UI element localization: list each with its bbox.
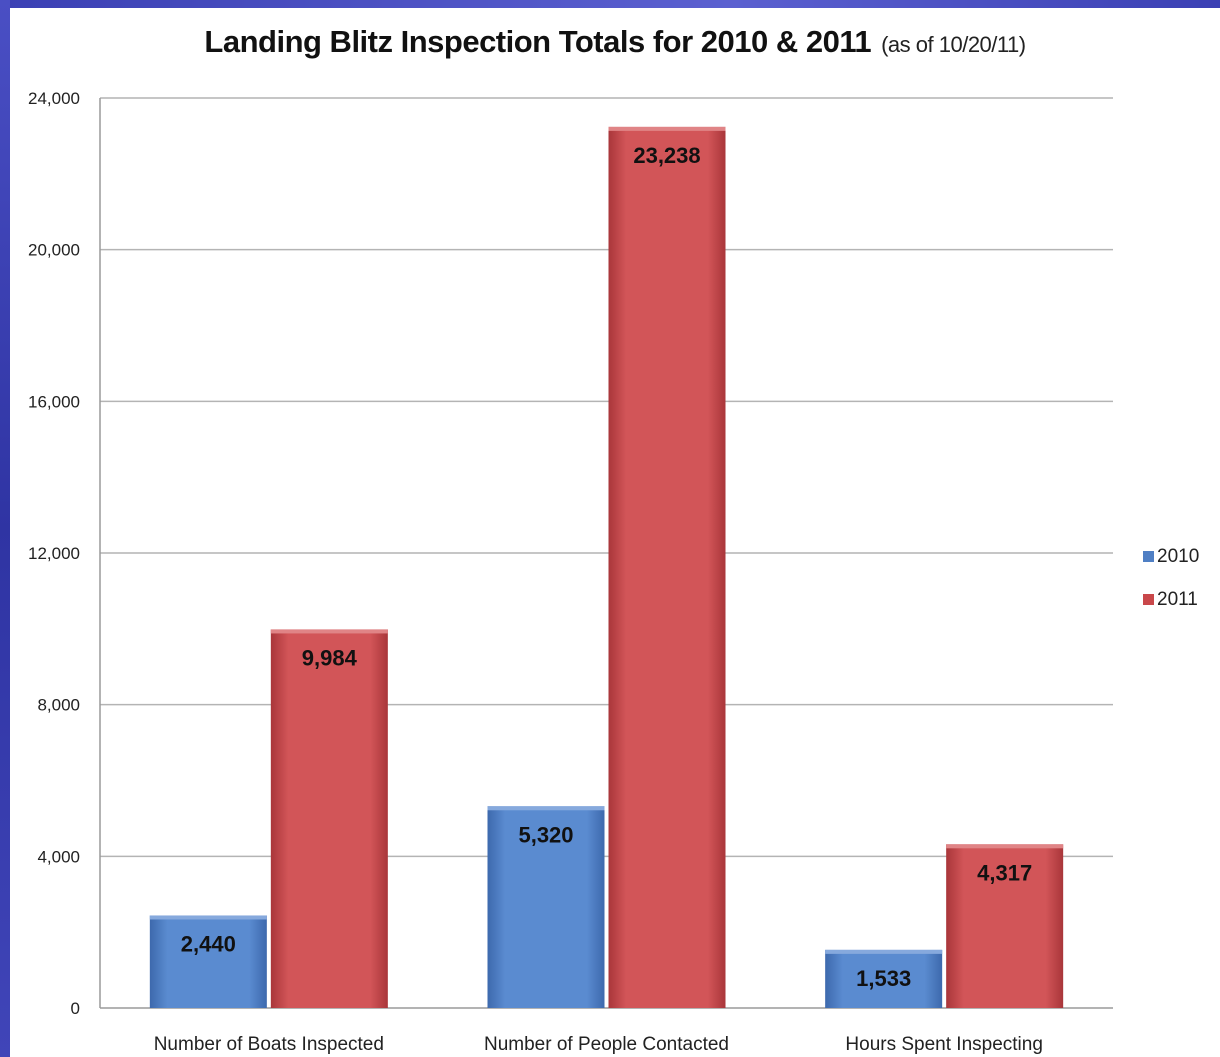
bar-top-highlight	[946, 844, 1064, 849]
background-left-strip	[0, 0, 10, 1057]
legend: 2010 2011	[1143, 535, 1199, 621]
bar-top-highlight	[149, 915, 267, 920]
background-top-strip	[0, 0, 1220, 8]
legend-swatch-2011	[1143, 594, 1154, 605]
data-label: 4,317	[977, 860, 1032, 885]
chart-title: Landing Blitz Inspection Totals for 2010…	[204, 24, 872, 59]
bar-2011-0	[270, 629, 388, 1008]
bar-2010-1	[487, 806, 605, 1008]
bar-top-highlight	[487, 806, 605, 811]
data-label: 1,533	[856, 966, 911, 991]
data-label: 23,238	[633, 143, 700, 168]
data-label: 9,984	[302, 645, 358, 670]
chart-title-block: Landing Blitz Inspection Totals for 2010…	[0, 24, 1220, 60]
bar-top-highlight	[270, 629, 388, 634]
legend-item-2010: 2010	[1143, 535, 1199, 578]
y-tick-label: 8,000	[37, 696, 80, 715]
bar-2011-1	[608, 126, 726, 1008]
bar-2010-0	[149, 915, 267, 1008]
y-tick-label: 0	[71, 999, 80, 1018]
x-category-label: Number of People Contacted	[484, 1034, 729, 1055]
chart-subtitle: (as of 10/20/11)	[881, 32, 1026, 57]
legend-item-2011: 2011	[1143, 578, 1199, 621]
x-category-label: Number of Boats Inspected	[154, 1034, 384, 1055]
bar-top-highlight	[825, 949, 943, 954]
y-tick-label: 24,000	[28, 89, 80, 108]
data-label: 5,320	[518, 822, 573, 847]
bar-2010-2	[825, 949, 943, 1008]
y-tick-label: 16,000	[28, 392, 80, 411]
y-tick-label: 4,000	[37, 847, 80, 866]
data-label: 2,440	[181, 931, 236, 956]
x-category-label: Hours Spent Inspecting	[845, 1034, 1043, 1055]
bar-top-highlight	[608, 126, 726, 131]
y-tick-label: 20,000	[28, 241, 80, 260]
bar-2011-2	[946, 844, 1064, 1008]
legend-swatch-2010	[1143, 551, 1154, 562]
legend-label-2010: 2010	[1157, 545, 1200, 567]
y-tick-label: 12,000	[28, 544, 80, 563]
legend-label-2011: 2011	[1157, 588, 1198, 610]
